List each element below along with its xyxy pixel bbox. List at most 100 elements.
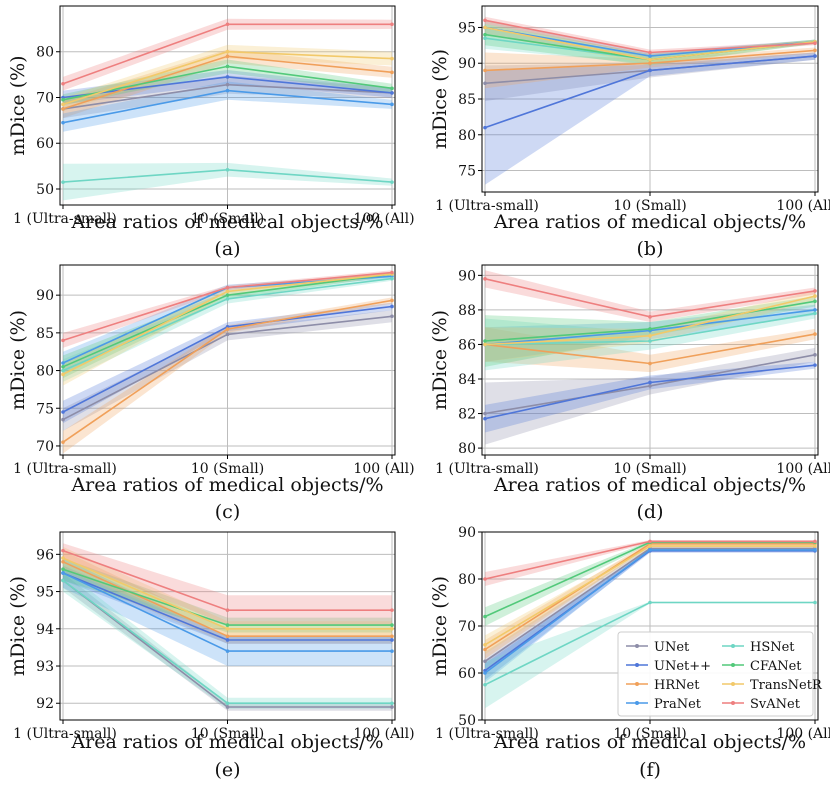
data-point xyxy=(483,125,487,130)
y-tick-label: 50 xyxy=(36,182,54,198)
data-point xyxy=(813,539,817,544)
data-point xyxy=(61,372,65,377)
data-point xyxy=(813,311,817,316)
band-unet xyxy=(485,52,815,102)
data-point xyxy=(225,289,230,294)
band-svanet xyxy=(63,18,392,91)
data-point xyxy=(225,88,230,93)
data-point xyxy=(225,623,230,627)
band-pranet xyxy=(63,558,392,666)
data-point xyxy=(390,298,394,303)
x-axis-label: Area ratios of medical objects/% xyxy=(493,474,806,496)
data-point xyxy=(648,315,652,319)
x-axis-label: Area ratios of medical objects/% xyxy=(493,211,806,233)
data-point xyxy=(61,120,65,125)
data-point xyxy=(483,416,487,421)
panel-label: (a) xyxy=(214,238,240,260)
y-tick-label: 80 xyxy=(36,364,54,380)
y-tick-label: 80 xyxy=(36,45,54,61)
data-point xyxy=(61,567,65,572)
data-point xyxy=(648,600,652,605)
x-tick-label: 10 (Small) xyxy=(613,726,686,742)
data-point xyxy=(225,285,230,290)
legend-label: CFANet xyxy=(750,659,802,674)
data-point xyxy=(813,544,817,548)
band-unetpp xyxy=(485,52,815,185)
y-axis-label: mDice (%) xyxy=(7,55,29,155)
data-point xyxy=(61,361,65,365)
data-point xyxy=(483,647,487,652)
band-cfanet xyxy=(485,23,815,66)
x-tick-label: 100 (All) xyxy=(353,726,414,742)
x-tick-label: 1 (Ultra-small) xyxy=(435,198,539,214)
data-point xyxy=(61,410,65,414)
x-axis-label: Area ratios of medical objects/% xyxy=(70,474,383,496)
y-tick-label: 93 xyxy=(36,659,54,675)
data-point xyxy=(61,368,65,373)
panel-label: (e) xyxy=(214,759,240,781)
x-tick-label: 1 (Ultra-small) xyxy=(13,211,117,227)
data-point xyxy=(390,276,394,281)
x-axis-label: Area ratios of medical objects/% xyxy=(493,731,806,753)
band-hrnet xyxy=(63,550,392,644)
y-axis-label: mDice (%) xyxy=(7,310,29,410)
band-cfanet xyxy=(63,59,392,106)
data-point xyxy=(648,50,652,55)
y-tick-label: 90 xyxy=(458,56,476,72)
y-tick-label: 80 xyxy=(458,572,476,588)
x-tick-label: 10 (Small) xyxy=(613,198,686,214)
data-point xyxy=(648,339,652,343)
y-axis-label: mDice (%) xyxy=(7,576,29,676)
data-point xyxy=(225,634,230,639)
y-axis-label: mDice (%) xyxy=(429,49,451,149)
band-hsnet xyxy=(485,601,815,709)
y-tick-label: 92 xyxy=(36,696,54,712)
x-tick-label: 100 (All) xyxy=(353,211,414,227)
band-transnetr xyxy=(63,44,392,112)
data-point xyxy=(390,102,394,107)
data-point xyxy=(648,384,652,388)
y-tick-label: 80 xyxy=(458,128,476,144)
data-point xyxy=(390,314,394,319)
data-point xyxy=(813,363,817,367)
legend-label: TransNetR xyxy=(750,678,823,693)
data-point xyxy=(390,638,394,642)
y-tick-label: 60 xyxy=(458,666,476,682)
band-transnetr xyxy=(485,544,815,655)
y-tick-label: 96 xyxy=(36,547,54,563)
data-point xyxy=(390,304,394,309)
legend-marker xyxy=(635,644,639,648)
data-point xyxy=(225,705,230,709)
band-svanet xyxy=(485,270,815,322)
x-tick-label: 10 (Small) xyxy=(191,726,264,742)
band-hsnet xyxy=(63,162,392,201)
data-point xyxy=(225,22,230,27)
data-point xyxy=(483,659,487,664)
data-point xyxy=(483,577,487,581)
y-tick-label: 75 xyxy=(36,401,54,417)
data-point xyxy=(61,440,65,444)
band-svanet xyxy=(63,543,392,626)
band-pranet xyxy=(485,304,815,362)
data-point xyxy=(648,548,652,552)
data-point xyxy=(225,638,230,642)
panel-label: (c) xyxy=(215,501,240,523)
data-point xyxy=(648,334,652,338)
chart-panel-6: 50 60 70 80 90 1 (Ultra-small) 10 (Small) 100 (… xyxy=(429,525,830,781)
data-point xyxy=(225,297,230,301)
y-tick-label: 94 xyxy=(36,622,54,638)
y-tick-label: 84 xyxy=(458,372,476,388)
data-point xyxy=(225,75,230,79)
data-point xyxy=(61,180,65,184)
data-point xyxy=(483,682,487,687)
legend-label: UNet xyxy=(654,640,690,655)
data-point xyxy=(225,64,230,69)
data-point xyxy=(61,364,65,369)
chart-panel-5: 92 93 94 95 96 1 (Ultra-small) 10 (Small) 100 (… xyxy=(7,531,415,781)
data-point xyxy=(225,626,230,631)
data-point xyxy=(648,54,652,58)
data-point xyxy=(61,571,65,575)
data-point xyxy=(648,544,652,548)
x-axis-label: Area ratios of medical objects/% xyxy=(70,211,383,233)
